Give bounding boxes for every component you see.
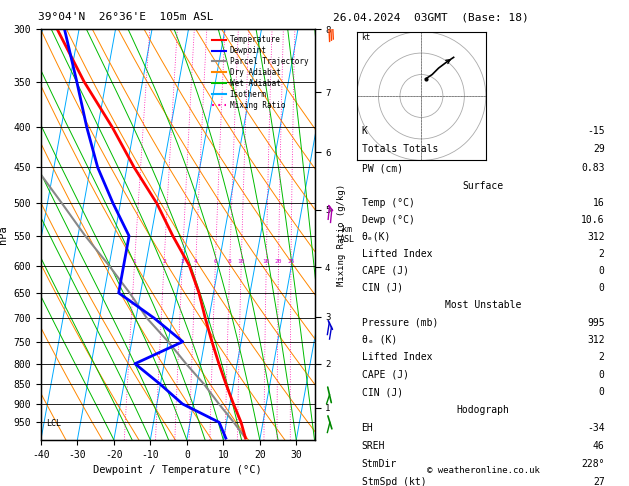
Text: 3: 3 [181, 259, 184, 264]
Text: 0: 0 [599, 283, 604, 293]
Text: K: K [362, 126, 367, 136]
Text: Temp (°C): Temp (°C) [362, 198, 415, 208]
Text: 8: 8 [228, 259, 231, 264]
Text: kt: kt [361, 33, 370, 42]
Text: CAPE (J): CAPE (J) [362, 266, 409, 276]
Text: Mixing Ratio (g/kg): Mixing Ratio (g/kg) [337, 183, 346, 286]
Text: Pressure (mb): Pressure (mb) [362, 317, 438, 328]
Text: 25: 25 [287, 259, 295, 264]
Text: StmDir: StmDir [362, 459, 397, 469]
Text: 4: 4 [194, 259, 198, 264]
Text: Lifted Index: Lifted Index [362, 352, 432, 363]
Text: 0.83: 0.83 [581, 163, 604, 173]
Text: θₑ (K): θₑ (K) [362, 335, 397, 345]
Text: -34: -34 [587, 423, 604, 433]
Text: θₑ(K): θₑ(K) [362, 232, 391, 242]
Text: 0: 0 [599, 387, 604, 397]
Text: Dewp (°C): Dewp (°C) [362, 215, 415, 225]
Text: 16: 16 [262, 259, 270, 264]
Y-axis label: km
ASL: km ASL [340, 225, 355, 244]
Text: 26.04.2024  03GMT  (Base: 18): 26.04.2024 03GMT (Base: 18) [333, 12, 529, 22]
Text: 2: 2 [599, 249, 604, 259]
Text: StmSpd (kt): StmSpd (kt) [362, 477, 426, 486]
Text: 2: 2 [599, 352, 604, 363]
Text: CIN (J): CIN (J) [362, 387, 403, 397]
Text: 39°04'N  26°36'E  105m ASL: 39°04'N 26°36'E 105m ASL [38, 12, 214, 22]
Y-axis label: hPa: hPa [0, 225, 8, 244]
Text: LCL: LCL [47, 419, 62, 428]
Text: © weatheronline.co.uk: © weatheronline.co.uk [426, 466, 540, 475]
Text: Totals Totals: Totals Totals [362, 144, 438, 155]
Text: 995: 995 [587, 317, 604, 328]
Text: CIN (J): CIN (J) [362, 283, 403, 293]
Text: SREH: SREH [362, 441, 385, 451]
Text: 0: 0 [599, 370, 604, 380]
Legend: Temperature, Dewpoint, Parcel Trajectory, Dry Adiabat, Wet Adiabat, Isotherm, Mi: Temperature, Dewpoint, Parcel Trajectory… [210, 33, 311, 112]
Text: 46: 46 [593, 441, 604, 451]
Text: Lifted Index: Lifted Index [362, 249, 432, 259]
Text: 312: 312 [587, 335, 604, 345]
Text: PW (cm): PW (cm) [362, 163, 403, 173]
Text: 27: 27 [593, 477, 604, 486]
Text: Surface: Surface [462, 181, 504, 191]
Text: 10: 10 [238, 259, 245, 264]
Text: 16: 16 [593, 198, 604, 208]
Text: Hodograph: Hodograph [457, 405, 509, 415]
Text: 10.6: 10.6 [581, 215, 604, 225]
Text: 312: 312 [587, 232, 604, 242]
Text: 1: 1 [133, 259, 136, 264]
Text: 20: 20 [275, 259, 282, 264]
X-axis label: Dewpoint / Temperature (°C): Dewpoint / Temperature (°C) [93, 465, 262, 475]
Text: 2: 2 [162, 259, 166, 264]
Text: Most Unstable: Most Unstable [445, 300, 521, 310]
Text: 29: 29 [593, 144, 604, 155]
Text: CAPE (J): CAPE (J) [362, 370, 409, 380]
Text: 0: 0 [599, 266, 604, 276]
Text: 6: 6 [213, 259, 217, 264]
Text: EH: EH [362, 423, 373, 433]
Text: 228°: 228° [581, 459, 604, 469]
Text: -15: -15 [587, 126, 604, 136]
